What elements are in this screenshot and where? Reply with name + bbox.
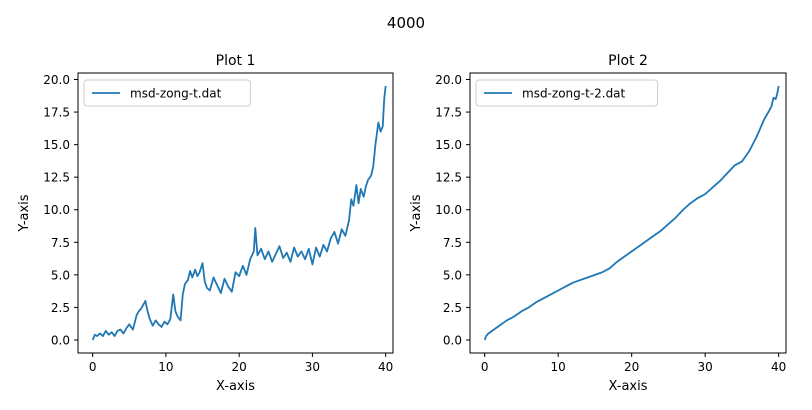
series-line-1 [483,85,780,341]
y-tick-label: 5.0 [443,268,462,282]
x-tick-label: 40 [771,360,786,374]
y-tick-label: 0.0 [443,333,462,347]
y-tick-label: 10.0 [435,203,462,217]
plot-title: Plot 1 [216,53,256,69]
axes-frame [469,72,787,354]
y-tick-label: 7.5 [443,236,462,250]
y-axis-label: Y-axis [17,194,32,232]
series-line-1 [91,85,387,341]
x-tick-label: 30 [698,360,713,374]
x-tick-label: 20 [232,360,247,374]
legend-box [83,79,251,107]
y-tick-label: 17.5 [435,106,462,120]
x-tick-label: 0 [481,360,489,374]
axes-frame [77,72,394,354]
x-tick-label: 20 [624,360,639,374]
x-tick-label: 30 [305,360,320,374]
y-tick-label: 12.5 [435,171,462,185]
plot-panel-1: 0 10 20 30 40 0.0 2.5 5.0 7.5 10.0 12.5 15.0 17.5 20.… [17,53,394,394]
y-tick-label: 15.0 [435,138,462,152]
legend-label: msd-zong-t.dat [130,87,222,101]
y-tick-label: 5.0 [51,268,70,282]
legend: msd-zong-t-2.dat [475,79,659,107]
y-tick-label: 7.5 [51,236,70,250]
y-tick-label: 15.0 [43,138,70,152]
x-tick-label: 0 [89,360,97,374]
legend-label: msd-zong-t-2.dat [522,87,626,101]
legend-box [475,79,659,107]
plot-panel-2: 0 10 20 30 40 0.0 2.5 5.0 7.5 10.0 12.5 15.0 17.5 20.… [409,53,787,394]
x-tick-label: 10 [551,360,566,374]
y-tick-label: 0.0 [51,333,70,347]
y-tick-label: 20.0 [43,73,70,87]
y-tick-label: 17.5 [43,106,70,120]
y-tick-label: 20.0 [435,73,462,87]
x-axis-label: X-axis [216,379,255,394]
figure-suptitle: 4000 [387,14,425,32]
x-tick-label: 40 [378,360,393,374]
x-axis-label: X-axis [609,379,648,394]
y-tick-label: 2.5 [51,301,70,315]
x-tick-label: 10 [158,360,173,374]
legend: msd-zong-t.dat [83,79,251,107]
y-tick-label: 12.5 [43,171,70,185]
y-tick-label: 10.0 [43,203,70,217]
y-axis-label: Y-axis [409,194,424,232]
y-tick-label: 2.5 [443,301,462,315]
plot-title: Plot 2 [608,53,648,69]
